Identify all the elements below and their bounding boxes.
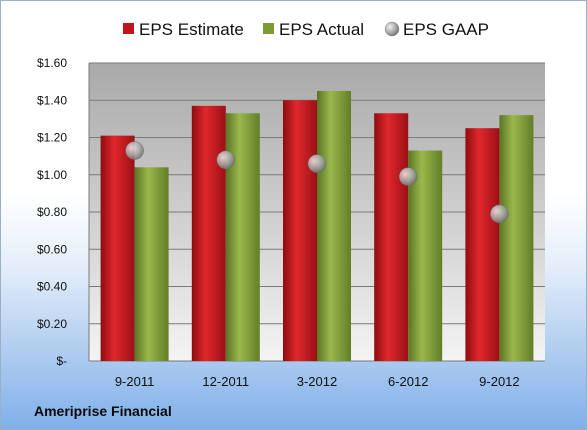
x-tick-label: 9-2011 <box>115 374 155 389</box>
eps-estimate-bar <box>283 100 317 361</box>
legend-eps-gaap-label: EPS GAAP <box>403 20 489 39</box>
eps-estimate-bar <box>100 135 135 361</box>
eps-actual-bar <box>317 90 351 361</box>
eps-estimate-bar <box>374 113 409 361</box>
y-tick-label: $0.60 <box>37 242 67 256</box>
y-tick-label: $0.40 <box>37 280 67 294</box>
eps-actual-bar <box>225 113 260 361</box>
y-tick-label: $0.20 <box>37 317 67 331</box>
eps-gaap-point <box>125 141 144 160</box>
eps-actual-bar <box>499 115 534 362</box>
x-tick-label: 9-2012 <box>479 374 519 389</box>
y-tick-label: $1.40 <box>37 93 67 107</box>
legend-eps-gaap-swatch <box>384 21 400 37</box>
legend-eps-actual-swatch <box>263 23 274 34</box>
legend-eps-actual-label: EPS Actual <box>279 20 364 39</box>
y-tick-label: $1.00 <box>37 168 67 182</box>
eps-estimate-bar <box>465 128 500 361</box>
eps-gaap-point <box>398 167 418 186</box>
y-tick-label: $0.80 <box>37 205 67 219</box>
company-label: Ameriprise Financial <box>34 403 172 419</box>
x-tick-label: 3-2012 <box>297 374 337 389</box>
y-tick-label: $1.20 <box>37 131 67 145</box>
eps-gaap-point <box>307 154 327 173</box>
y-tick-label: $- <box>56 354 67 368</box>
legend-eps-estimate-label: EPS Estimate <box>139 20 244 39</box>
x-tick-label: 12-2011 <box>202 374 249 389</box>
eps-gaap-point <box>216 150 236 170</box>
eps-actual-bar <box>134 167 169 361</box>
legend-eps-estimate-swatch <box>123 23 134 34</box>
y-tick-label: $1.60 <box>37 56 67 70</box>
eps-gaap-point <box>490 204 509 224</box>
x-tick-label: 6-2012 <box>388 374 428 389</box>
eps-actual-bar <box>408 150 443 361</box>
eps-estimate-bar <box>191 105 226 362</box>
